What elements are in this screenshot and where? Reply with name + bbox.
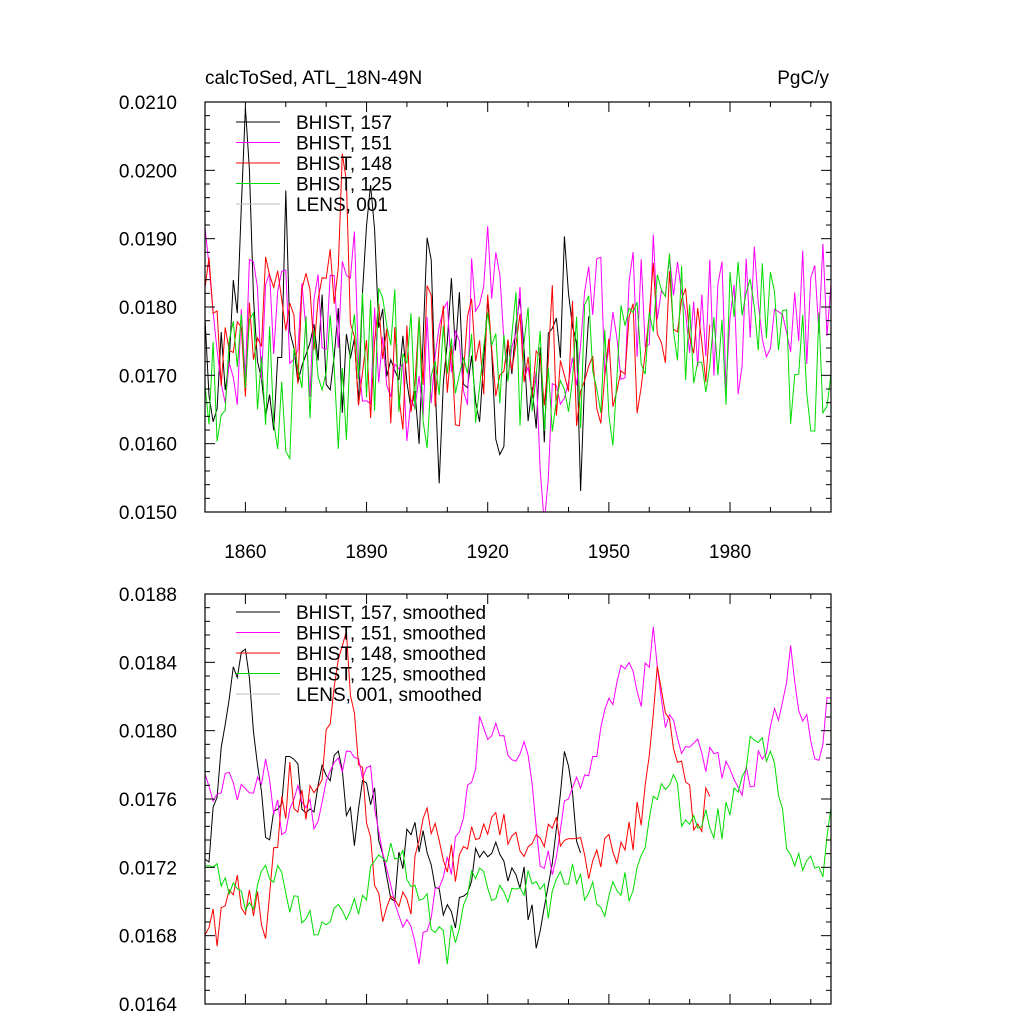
top-xtick-label-1: 1890 xyxy=(345,542,387,563)
series-line-top-2 xyxy=(205,153,711,430)
bottom-plot-lines xyxy=(205,626,831,965)
top-legend-label-0: BHIST, 157 xyxy=(296,113,392,134)
bot-ytick-label-5: 0.0184 xyxy=(119,653,178,674)
bot-legend-label-4: LENS, 001, smoothed xyxy=(296,685,482,706)
top-ytick-label-3: 0.0180 xyxy=(119,298,177,319)
top-legend-label-4: LENS, 001 xyxy=(296,195,388,216)
top-legend-label-1: BHIST, 151 xyxy=(296,134,392,155)
top-ytick-label-4: 0.0190 xyxy=(119,230,177,251)
bot-ytick-label-0: 0.0164 xyxy=(119,995,178,1016)
top-ytick-label-2: 0.0170 xyxy=(119,366,177,387)
top-legend-label-3: BHIST, 125 xyxy=(296,175,392,196)
series-line-top-3 xyxy=(205,253,831,461)
top-xtick-label-0: 1860 xyxy=(224,542,266,563)
top-plot-lines xyxy=(205,107,831,512)
bot-ytick-label-4: 0.0180 xyxy=(119,722,177,743)
top-panel: calcToSed, ATL_18N-49N PgC/y 0.0150 0.016… xyxy=(119,68,832,563)
series-line-top-0 xyxy=(205,107,590,492)
series-line-bot-2 xyxy=(205,631,711,947)
bot-ytick-label-3: 0.0176 xyxy=(119,790,177,811)
bot-ytick-label-6: 0.0188 xyxy=(119,585,177,606)
bottom-panel: 0.0164 0.0168 0.0172 0.0176 0.0180 0.0184 0.01… xyxy=(119,585,832,1016)
top-xtick-label-2: 1920 xyxy=(467,542,509,563)
bot-ytick-label-1: 0.0168 xyxy=(119,927,177,948)
top-xtick-label-4: 1980 xyxy=(709,542,751,563)
top-ytick-label-0: 0.0150 xyxy=(119,503,177,524)
top-panel-title: calcToSed, ATL_18N-49N xyxy=(205,68,422,89)
top-ytick-label-1: 0.0160 xyxy=(119,435,177,456)
series-line-bot-1 xyxy=(205,626,831,965)
top-panel-units: PgC/y xyxy=(777,68,829,89)
top-ytick-label-6: 0.0210 xyxy=(119,93,177,114)
series-line-bot-0 xyxy=(205,648,582,949)
bot-legend-label-2: BHIST, 148, smoothed xyxy=(296,644,486,665)
top-legend-label-2: BHIST, 148 xyxy=(296,154,392,175)
bot-ytick-label-2: 0.0172 xyxy=(119,858,177,879)
bot-legend-label-3: BHIST, 125, smoothed xyxy=(296,665,486,686)
top-axes: 0.0150 0.0160 0.0170 0.0180 0.0190 0.0200 0.02… xyxy=(119,93,832,563)
top-xtick-label-3: 1950 xyxy=(588,542,630,563)
bot-legend-label-0: BHIST, 157, smoothed xyxy=(296,603,486,624)
bot-legend-label-1: BHIST, 151, smoothed xyxy=(296,624,486,645)
top-ytick-label-5: 0.0200 xyxy=(119,161,177,182)
bottom-axes: 0.0164 0.0168 0.0172 0.0176 0.0180 0.0184 0.01… xyxy=(119,585,832,1016)
series-line-bot-3 xyxy=(205,735,831,965)
